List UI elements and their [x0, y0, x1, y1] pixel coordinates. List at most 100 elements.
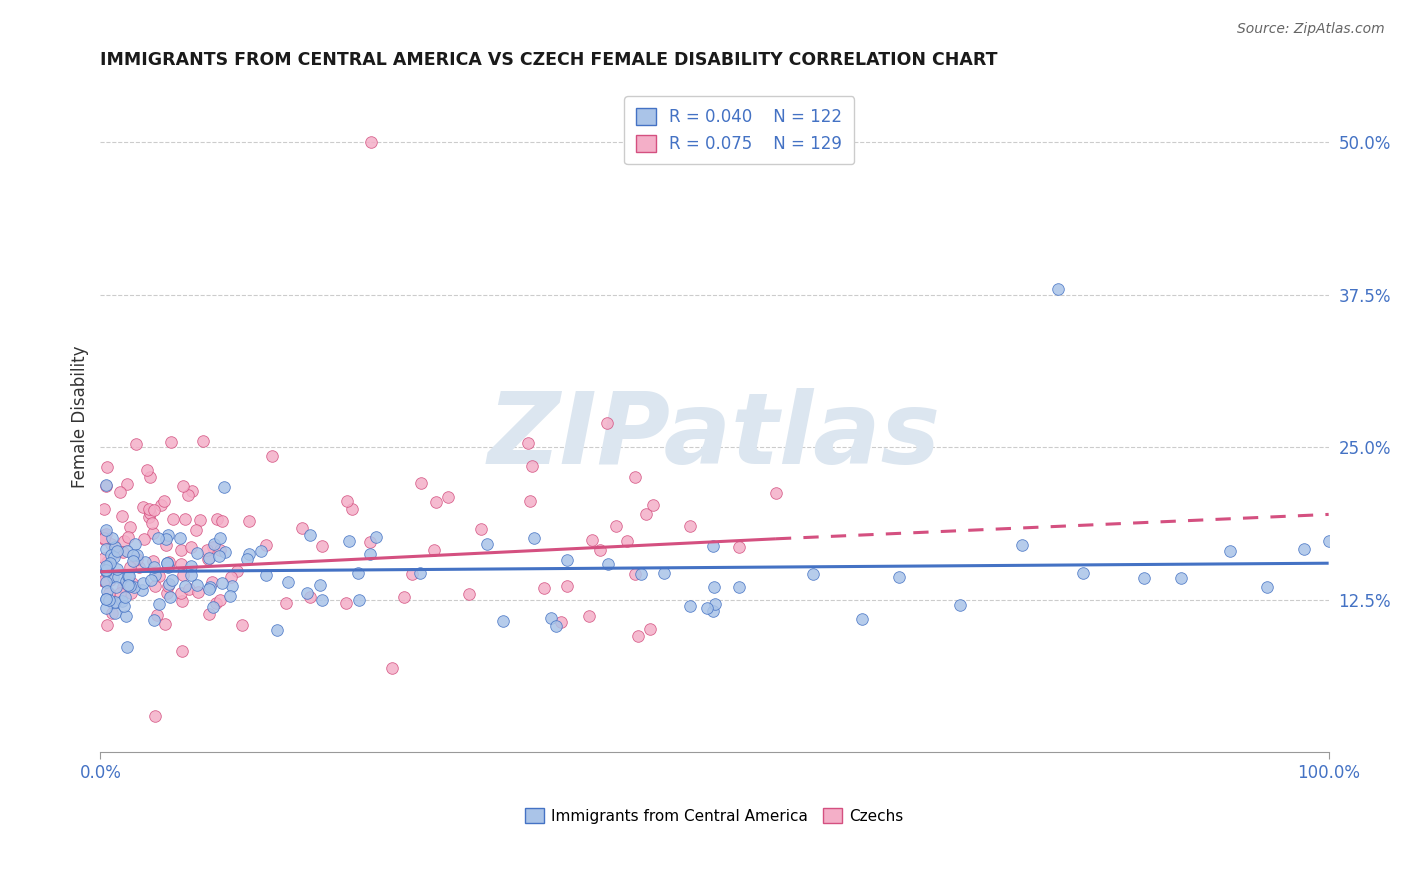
- Point: [409, 566, 432, 581]
- Point: [138, 502, 160, 516]
- Point: [187, 585, 209, 599]
- Point: [346, 566, 368, 580]
- Point: [131, 500, 153, 515]
- Point: [115, 477, 138, 491]
- Point: [124, 537, 146, 551]
- Point: [260, 449, 283, 463]
- Point: [112, 533, 135, 548]
- Point: [616, 533, 638, 548]
- Point: [202, 537, 225, 551]
- Point: [1317, 534, 1340, 549]
- Point: [159, 590, 181, 604]
- Point: [201, 574, 224, 589]
- Point: [212, 481, 235, 495]
- Point: [96, 478, 118, 492]
- Point: [132, 532, 155, 546]
- Point: [214, 545, 236, 559]
- Y-axis label: Female Disability: Female Disability: [72, 345, 89, 488]
- Point: [156, 556, 179, 570]
- Point: [115, 640, 138, 654]
- Point: [949, 598, 972, 612]
- Point: [120, 520, 142, 534]
- Point: [115, 544, 138, 558]
- Point: [162, 512, 184, 526]
- Point: [125, 548, 148, 562]
- Point: [197, 543, 219, 558]
- Point: [188, 513, 211, 527]
- Point: [381, 661, 404, 675]
- Point: [97, 559, 120, 574]
- Point: [703, 597, 725, 611]
- Point: [153, 617, 176, 632]
- Point: [208, 543, 231, 558]
- Point: [157, 576, 180, 591]
- Point: [170, 557, 193, 571]
- Point: [100, 549, 122, 563]
- Point: [117, 569, 139, 583]
- Point: [588, 542, 610, 557]
- Point: [139, 573, 162, 587]
- Point: [211, 514, 233, 528]
- Point: [392, 591, 415, 605]
- Point: [170, 586, 193, 600]
- Point: [114, 608, 136, 623]
- Point: [101, 596, 124, 610]
- Point: [679, 599, 702, 613]
- Point: [101, 570, 124, 584]
- Point: [401, 566, 423, 581]
- Point: [311, 539, 333, 553]
- Point: [131, 582, 153, 597]
- Point: [105, 561, 128, 575]
- Point: [519, 494, 541, 508]
- Point: [104, 607, 127, 621]
- Point: [276, 597, 298, 611]
- Point: [208, 549, 231, 563]
- Point: [156, 579, 179, 593]
- Point: [114, 574, 136, 588]
- Point: [359, 535, 381, 549]
- Point: [336, 493, 359, 508]
- Point: [93, 502, 115, 516]
- Point: [533, 581, 555, 595]
- Point: [238, 547, 260, 561]
- Point: [180, 568, 202, 582]
- Point: [254, 568, 277, 582]
- Point: [581, 533, 603, 547]
- Point: [624, 470, 647, 484]
- Point: [520, 459, 543, 474]
- Point: [523, 531, 546, 545]
- Point: [1071, 566, 1094, 581]
- Point: [125, 437, 148, 451]
- Point: [103, 596, 125, 610]
- Point: [550, 615, 572, 629]
- Point: [146, 531, 169, 545]
- Point: [156, 560, 179, 574]
- Point: [143, 613, 166, 627]
- Point: [146, 607, 169, 622]
- Point: [174, 579, 197, 593]
- Point: [153, 494, 176, 508]
- Point: [93, 532, 115, 546]
- Point: [335, 596, 357, 610]
- Point: [211, 576, 233, 591]
- Point: [359, 547, 381, 561]
- Point: [108, 586, 131, 600]
- Point: [174, 512, 197, 526]
- Point: [169, 531, 191, 545]
- Point: [851, 612, 873, 626]
- Point: [104, 595, 127, 609]
- Point: [641, 498, 664, 512]
- Point: [1133, 571, 1156, 585]
- Point: [728, 541, 751, 555]
- Point: [652, 566, 675, 580]
- Point: [103, 550, 125, 565]
- Point: [170, 543, 193, 558]
- Point: [180, 559, 202, 574]
- Point: [121, 575, 143, 590]
- Point: [636, 507, 658, 521]
- Point: [180, 540, 202, 554]
- Point: [100, 531, 122, 545]
- Point: [437, 490, 460, 504]
- Point: [1170, 571, 1192, 585]
- Point: [172, 568, 194, 582]
